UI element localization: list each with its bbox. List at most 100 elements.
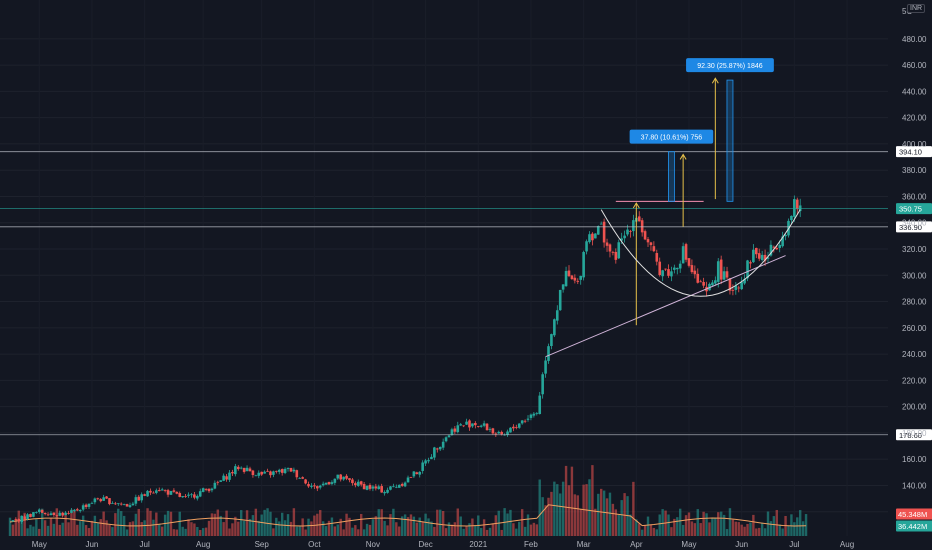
price-tick-label: 320.00 <box>902 245 927 254</box>
volume-bar <box>207 520 211 536</box>
price-tick-label: 380.00 <box>902 166 927 175</box>
volume-bar <box>717 512 720 536</box>
volume-bar <box>696 509 699 536</box>
candle-body <box>737 287 741 289</box>
volume-bar <box>474 525 477 536</box>
candle-body <box>561 284 565 290</box>
candle-body <box>696 273 700 283</box>
volume-bar <box>550 491 553 536</box>
candle-body <box>114 503 117 505</box>
candle-body <box>456 425 460 433</box>
candle-body <box>611 251 615 253</box>
candle-body <box>275 470 278 472</box>
candle-body <box>196 495 199 499</box>
candle-body <box>172 490 176 492</box>
volume-bar <box>365 523 369 536</box>
candle-body <box>193 494 196 498</box>
volume-bar <box>793 522 796 536</box>
volume-bar <box>471 518 474 536</box>
volume-bar <box>409 514 413 536</box>
volume-bar <box>594 508 597 536</box>
candle-body <box>479 425 483 427</box>
price-tick-label: 340.00 <box>902 219 927 228</box>
volume-bar <box>377 509 380 536</box>
volume-bar <box>447 522 451 536</box>
volume-bar <box>796 517 799 536</box>
volume-bar <box>752 514 755 536</box>
volume-bar <box>573 494 577 536</box>
volume-bar <box>559 493 562 536</box>
volume-bar <box>73 510 76 536</box>
candle-body <box>64 512 67 516</box>
volume-bar <box>260 514 263 536</box>
candle-body <box>14 519 18 521</box>
volume-bar <box>570 466 574 536</box>
candle-body <box>649 242 653 246</box>
candle-body <box>725 271 729 278</box>
volume-bar <box>708 522 711 536</box>
candle-body <box>588 234 591 243</box>
volume-bar <box>444 528 448 536</box>
candle-body <box>181 496 184 498</box>
candle-body <box>702 282 705 286</box>
volume-bar <box>228 528 231 536</box>
volume-bar <box>187 519 190 536</box>
time-tick-label: 2021 <box>469 540 487 549</box>
candle-body <box>266 470 269 472</box>
volume-bar <box>547 497 550 536</box>
volume-bar <box>582 484 585 536</box>
volume-bar <box>775 509 778 536</box>
time-tick-label: Dec <box>418 540 432 549</box>
candle-body <box>485 423 489 431</box>
candle-body <box>491 428 495 434</box>
candle-body <box>482 423 486 426</box>
candle-body <box>263 471 266 474</box>
volume-bar <box>629 514 632 536</box>
candle-body <box>272 471 275 475</box>
volume-bar <box>336 524 339 536</box>
candle-body <box>752 249 755 263</box>
candle-body <box>790 215 793 221</box>
volume-bar <box>482 519 486 536</box>
candle-body <box>497 431 501 434</box>
volume-bar <box>769 521 773 536</box>
candle-body <box>29 513 32 518</box>
volume-bar <box>64 512 67 536</box>
candle-body <box>339 474 343 480</box>
measurement-label: 37.80 (10.61%) 756 <box>641 135 703 142</box>
candle-body <box>125 504 129 507</box>
candle-body <box>327 482 331 485</box>
volume-bar <box>506 513 509 536</box>
candle-body <box>623 235 626 239</box>
candle-body <box>20 515 24 523</box>
candle-body <box>678 263 682 269</box>
candle-body <box>673 267 676 270</box>
candle-body <box>219 480 223 482</box>
candle-body <box>43 512 47 515</box>
candle-body <box>711 282 714 286</box>
volume-bar <box>398 526 401 536</box>
volume-bar <box>441 510 445 536</box>
time-tick-label: Jul <box>789 540 799 549</box>
volume-bar <box>169 511 173 536</box>
candle-body <box>664 268 667 270</box>
volume-bar <box>11 524 15 536</box>
volume-bar <box>623 493 626 536</box>
candle-body <box>778 244 782 248</box>
volume-bar <box>392 508 395 536</box>
candle-body <box>468 420 471 428</box>
volume-bar <box>125 529 129 536</box>
volume-bar <box>196 526 199 536</box>
candle-body <box>61 512 64 516</box>
volume-bar <box>456 508 459 536</box>
currency-badge[interactable]: INR <box>907 4 926 13</box>
volume-bar <box>210 513 214 536</box>
time-tick-label: Apr <box>630 540 643 549</box>
volume-bar <box>673 518 676 536</box>
candle-body <box>596 226 600 235</box>
volume-bar <box>383 520 386 536</box>
candle-body <box>234 466 237 475</box>
volume-badge <box>896 508 932 520</box>
